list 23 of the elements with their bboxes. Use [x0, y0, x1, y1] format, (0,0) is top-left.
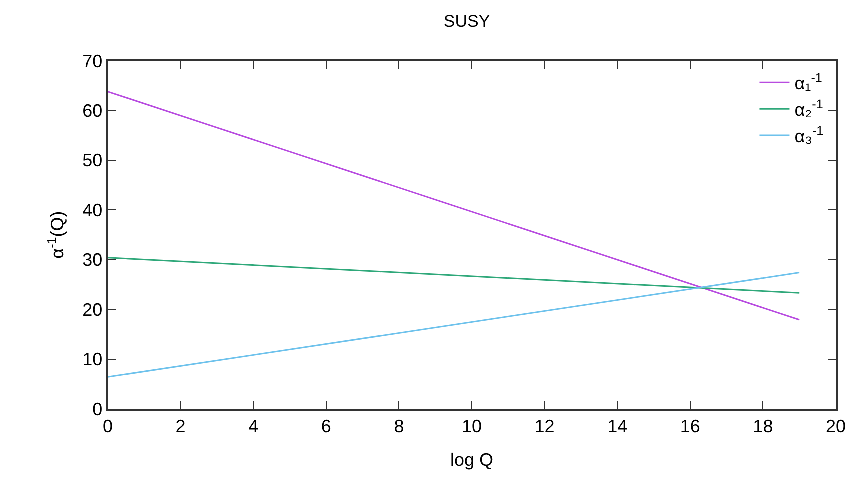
x-tick-label: 2 — [176, 416, 186, 436]
legend-label: α₃$^{-1}$ — [794, 124, 824, 146]
x-tick-label: 16 — [680, 416, 700, 436]
y-tick-label: 0 — [92, 399, 103, 420]
x-tick-label: 8 — [394, 416, 404, 436]
legend-label: α₂$^{-1}$ — [794, 98, 824, 120]
y-tick-label: 60 — [82, 101, 103, 122]
x-tick-label: 20 — [826, 416, 846, 436]
x-tick-label: 12 — [534, 416, 555, 436]
x-tick-label: 6 — [321, 416, 332, 436]
y-tick-label: 70 — [82, 51, 103, 72]
chart-title: SUSY — [444, 12, 490, 31]
y-tick-label: 10 — [82, 350, 103, 370]
x-axis-title: log Q — [450, 450, 494, 470]
x-tick-label: 10 — [462, 416, 482, 436]
y-tick-label: 20 — [82, 300, 103, 320]
y-tick-label: 50 — [82, 150, 103, 171]
x-tick-label: 14 — [608, 416, 628, 436]
x-tick-label: 4 — [248, 416, 259, 436]
y-tick-label: 40 — [82, 200, 103, 220]
y-tick-label: 30 — [82, 250, 103, 270]
legend-label: α₁$^{-1}$ — [794, 71, 822, 94]
x-tick-label: 18 — [753, 416, 774, 436]
